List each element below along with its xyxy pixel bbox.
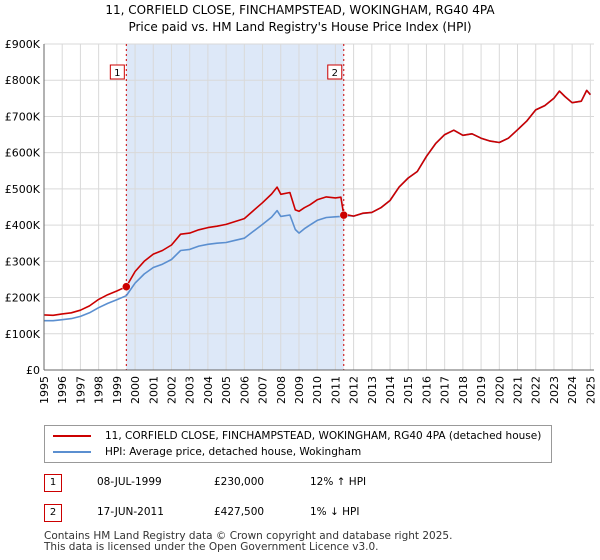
x-tick-label: 2002 — [165, 376, 178, 404]
sale-marker-badge: 1 — [44, 474, 62, 492]
x-tick-label: 2009 — [293, 376, 306, 404]
x-tick-label: 2023 — [548, 376, 561, 404]
x-tick-label: 2010 — [311, 376, 324, 404]
sale-label-box — [327, 64, 343, 80]
property-price-line — [43, 89, 592, 317]
y-tick-label: £500K — [5, 183, 41, 196]
legend-hpi-swatch — [53, 451, 91, 453]
y-tick-label: £300K — [5, 255, 41, 268]
sale-point — [122, 282, 131, 291]
sale-hpi-diff: 1% ↓ HPI — [310, 506, 360, 518]
y-tick-label: £100K — [5, 328, 41, 341]
x-tick-label: 2019 — [475, 376, 488, 404]
sale-price: £427,500 — [214, 506, 265, 518]
chart-title: 11, CORFIELD CLOSE, FINCHAMPSTEAD, WOKIN… — [105, 3, 495, 17]
x-tick-label: 2021 — [512, 376, 525, 404]
x-tick-label: 2017 — [439, 376, 452, 404]
sale-date: 08-JUL-1999 — [97, 476, 162, 488]
x-tick-label: 2013 — [366, 376, 379, 404]
footer-line-2: This data is licensed under the Open Gov… — [44, 541, 379, 553]
y-tick-label: £800K — [5, 74, 41, 87]
x-tick-label: 2008 — [275, 376, 288, 404]
x-tick-label: 2025 — [584, 376, 597, 404]
sale-date: 17-JUN-2011 — [97, 506, 164, 518]
ownership-shade — [126, 44, 344, 370]
x-tick-label: 2001 — [147, 376, 160, 404]
y-tick-label: £900K — [5, 38, 41, 51]
x-tick-label: 1995 — [38, 376, 51, 404]
x-tick-label: 2014 — [384, 376, 397, 404]
sale-label: 2 — [332, 68, 338, 79]
x-tick-label: 2007 — [257, 376, 270, 404]
y-tick-label: £700K — [5, 110, 41, 123]
x-tick-label: 2000 — [129, 376, 142, 404]
sale-marker-badge: 2 — [44, 504, 62, 522]
sale-point — [339, 210, 349, 220]
x-tick-label: 2018 — [457, 376, 470, 404]
y-tick-label: £200K — [5, 292, 41, 305]
sale-price: £230,000 — [214, 476, 265, 488]
x-tick-label: 2024 — [566, 376, 579, 404]
chart-subtitle: Price paid vs. HM Land Registry's House … — [128, 20, 472, 34]
x-tick-label: 2004 — [202, 376, 215, 404]
x-tick-label: 1998 — [93, 376, 106, 404]
x-tick-label: 2005 — [220, 376, 233, 404]
legend-item-property: 11, CORFIELD CLOSE, FINCHAMPSTEAD, WOKIN… — [53, 428, 541, 444]
sale-label-box — [109, 64, 125, 80]
x-tick-label: 2003 — [184, 376, 197, 404]
sale-hpi-diff: 12% ↑ HPI — [310, 476, 367, 488]
footer-line-1: Contains HM Land Registry data © Crown c… — [44, 530, 453, 542]
legend-item-hpi: HPI: Average price, detached house, Woki… — [53, 444, 361, 460]
x-tick-label: 2012 — [348, 376, 361, 404]
x-tick-label: 2006 — [238, 376, 251, 404]
legend-hpi-label: HPI: Average price, detached house, Woki… — [105, 446, 362, 458]
x-tick-label: 2016 — [420, 376, 433, 404]
x-tick-label: 2020 — [493, 376, 506, 404]
y-tick-label: £600K — [5, 147, 41, 160]
x-tick-label: 2015 — [402, 376, 415, 404]
y-tick-label: £0 — [26, 364, 40, 377]
x-tick-label: 2011 — [329, 376, 342, 404]
footer-attribution: Contains HM Land Registry data © Crown c… — [44, 531, 584, 553]
sale-label: 1 — [114, 68, 120, 79]
x-tick-label: 1996 — [56, 376, 69, 404]
legend-property-swatch — [53, 435, 91, 437]
x-tick-label: 1997 — [74, 376, 87, 404]
price-chart: £0 £100K £200K £300K £400K £500K £600K £700K £80… — [5, 38, 598, 404]
y-tick-label: £400K — [5, 219, 41, 232]
x-tick-label: 1999 — [111, 376, 124, 404]
chart-legend: 11, CORFIELD CLOSE, FINCHAMPSTEAD, WOKIN… — [44, 425, 552, 463]
x-tick-label: 2022 — [530, 376, 543, 404]
legend-property-label: 11, CORFIELD CLOSE, FINCHAMPSTEAD, WOKIN… — [105, 430, 542, 442]
